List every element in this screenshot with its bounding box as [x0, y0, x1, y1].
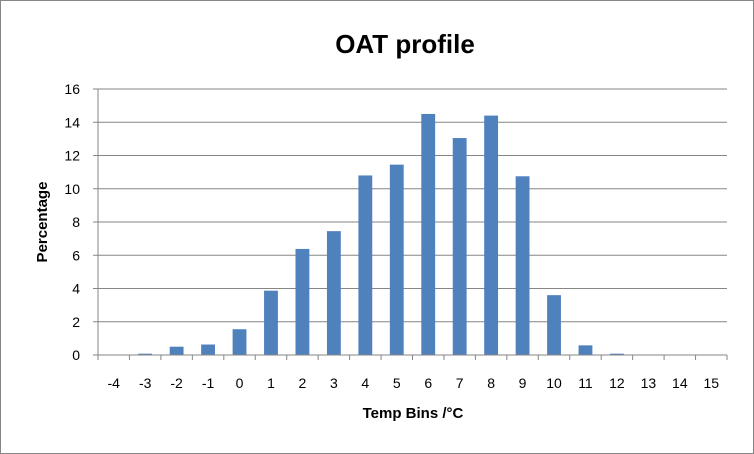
x-tick-label: 1 [267, 375, 275, 391]
x-tick-label: 6 [424, 375, 432, 391]
y-tick-label: 6 [72, 247, 80, 263]
x-tick-label: 7 [456, 375, 464, 391]
y-tick-label: 0 [72, 347, 80, 363]
bar-9 [515, 176, 530, 355]
bar-2 [295, 248, 310, 355]
bar-0 [232, 329, 247, 355]
y-tick-label: 4 [72, 281, 80, 297]
x-tick-label: 14 [672, 375, 688, 391]
chart-title: OAT profile [335, 29, 475, 59]
x-axis-title: Temp Bins /°C [363, 405, 464, 422]
gridlines [98, 88, 727, 323]
x-tick-label: 15 [703, 375, 719, 391]
bar-11 [578, 345, 593, 355]
y-tick-label: 12 [64, 148, 80, 164]
x-tick-label: 5 [393, 375, 401, 391]
x-tick-label: 4 [361, 375, 369, 391]
bar--1 [201, 344, 215, 355]
x-tick-label: 9 [519, 375, 527, 391]
y-tick-label: 10 [64, 181, 80, 197]
bar--3 [138, 353, 153, 355]
bar-4 [358, 175, 373, 355]
x-tick-label: -1 [202, 375, 215, 391]
bars [138, 113, 624, 355]
y-tick-label: 2 [72, 314, 80, 330]
y-tick-label: 8 [72, 214, 80, 230]
x-tick-label: 12 [609, 375, 625, 391]
bar-12 [610, 353, 624, 355]
bar-5 [389, 164, 404, 355]
x-tick-label: 13 [641, 375, 657, 391]
x-tick-label: 10 [546, 375, 562, 391]
bar-6 [421, 113, 436, 355]
y-axis-ticks: 0 2 4 6 8 10 12 14 16 [64, 81, 98, 363]
bar-7 [452, 138, 467, 355]
x-tick-label: 11 [578, 375, 593, 391]
x-axis-ticks: -4 -3 -2 -1 0 1 2 3 4 5 6 7 8 9 10 11 12 13 14 15 [97, 355, 728, 391]
x-tick-label: -2 [170, 375, 183, 391]
y-axis-title: Percentage [34, 182, 51, 263]
x-tick-label: -4 [107, 375, 120, 391]
x-tick-label: 0 [236, 375, 244, 391]
x-tick-label: 3 [330, 375, 338, 391]
x-tick-label: -3 [139, 375, 152, 391]
bar-8 [484, 115, 499, 355]
x-tick-label: 2 [299, 375, 307, 391]
x-tick-label: 8 [487, 375, 495, 391]
bar--2 [169, 346, 184, 355]
bar-10 [547, 295, 561, 355]
bar-1 [264, 290, 278, 355]
y-tick-label: 16 [64, 81, 80, 97]
bar-3 [326, 231, 341, 355]
y-tick-label: 14 [64, 114, 80, 130]
